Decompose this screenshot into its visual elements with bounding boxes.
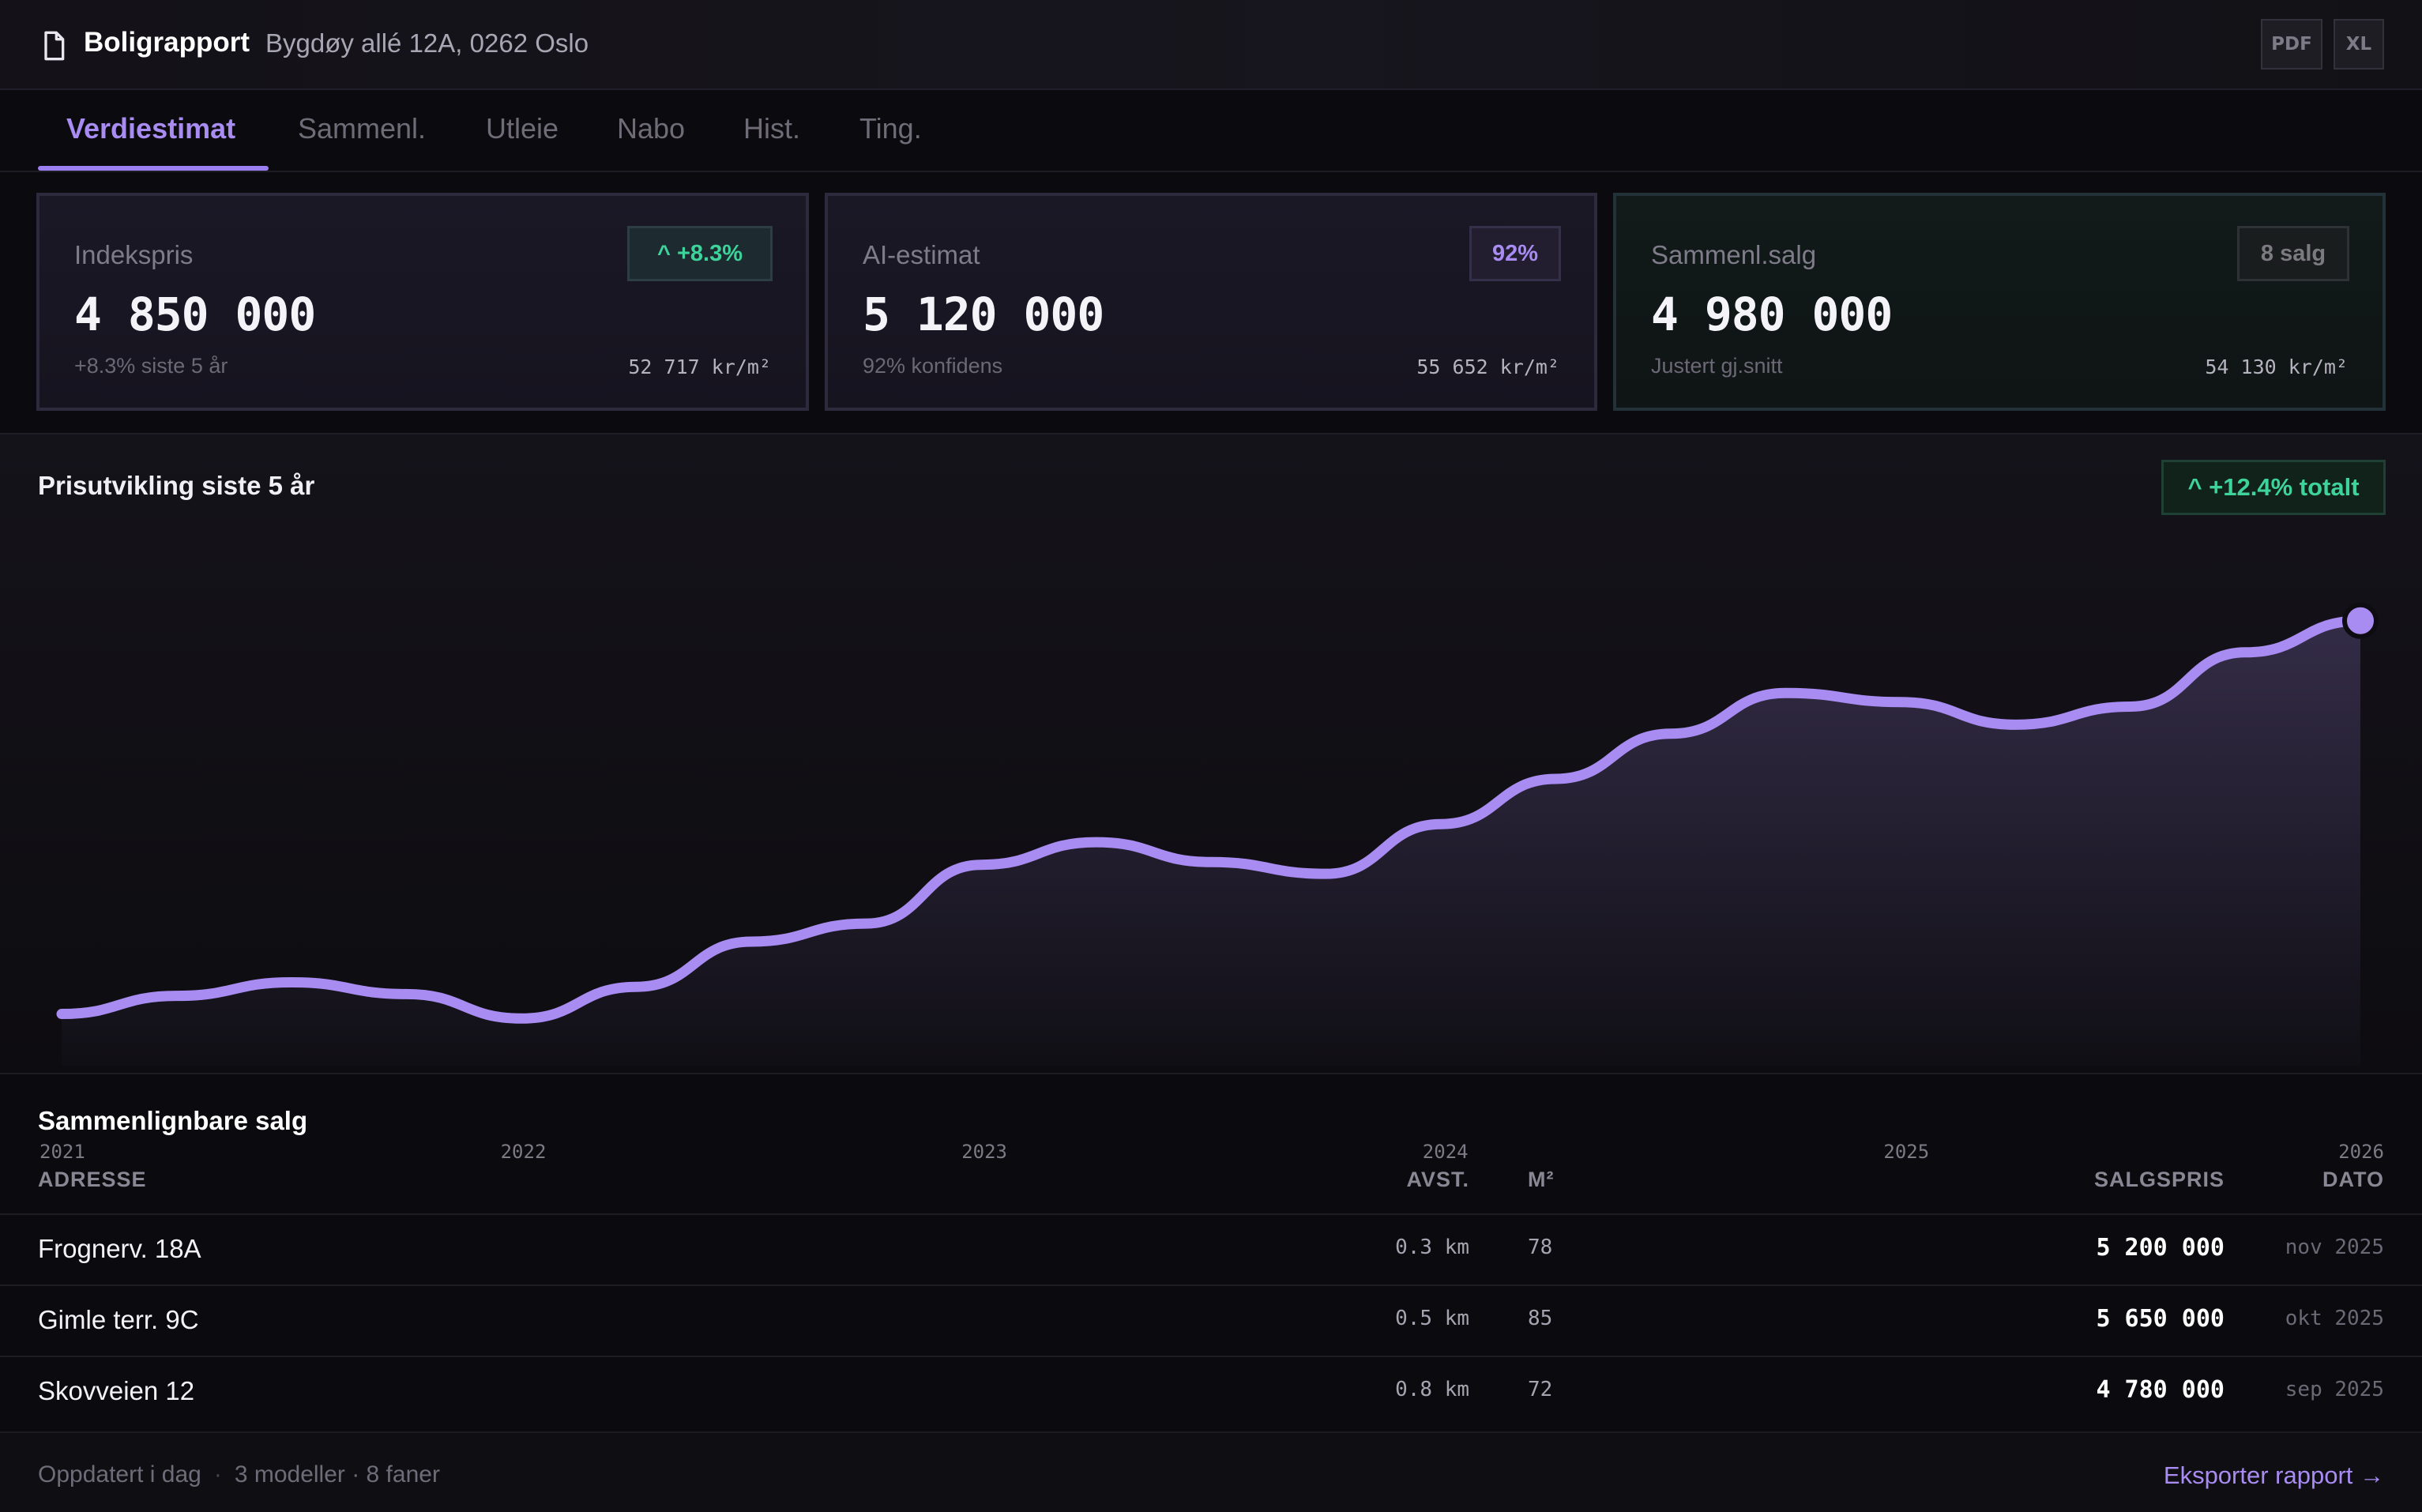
price-chart — [56, 602, 2379, 1066]
row-area: 72 — [1528, 1378, 1553, 1401]
table-row[interactable]: Gimle terr. 9C 0.5 km 85 5 650 000 okt 2… — [0, 1284, 2422, 1356]
price-per-m2: 52 717 kr/m² — [628, 355, 771, 378]
app-header: Boligrapport Bygdøy allé 12A, 0262 Oslo … — [0, 0, 2422, 90]
header-date: DATO — [2322, 1168, 2384, 1191]
confidence-badge: 92% — [1469, 226, 1561, 281]
comparable-sales-card: Sammenl.salg 8 salg 4 980 000 Justert gj… — [1613, 193, 2386, 411]
x-axis-tick-label: 2026 — [2338, 1141, 2384, 1163]
price-per-m2: 54 130 kr/m² — [2205, 355, 2348, 378]
row-date: nov 2025 — [2285, 1236, 2384, 1259]
property-address: Bygdøy allé 12A, 0262 Oslo — [265, 28, 589, 58]
tab-nabo[interactable]: Nabo — [617, 112, 686, 145]
card-label: Indekspris — [74, 240, 194, 269]
row-address: Skovveien 12 — [38, 1376, 195, 1405]
row-price: 5 200 000 — [2096, 1234, 2225, 1262]
active-tab-indicator — [38, 166, 269, 171]
row-date: okt 2025 — [2285, 1307, 2384, 1330]
ai-estimate-card: AI-estimat 92% 5 120 000 92% konfidens 5… — [825, 193, 1597, 411]
index-price-card: Indekspris ^ +8.3% 4 850 000 +8.3% siste… — [36, 193, 809, 411]
export-report-link[interactable]: Eksporter rapport → — [2163, 1461, 2384, 1489]
row-address: Gimle terr. 9C — [38, 1305, 199, 1334]
card-value: 4 850 000 — [74, 288, 316, 341]
tab-historikk[interactable]: Hist. — [743, 112, 800, 145]
row-distance: 0.5 km — [1395, 1307, 1469, 1330]
card-subtext: Justert gj.snitt — [1651, 354, 1783, 378]
table-row[interactable]: Skovveien 12 0.8 km 72 4 780 000 sep 202… — [0, 1356, 2422, 1427]
separator-dot: · — [213, 1461, 222, 1488]
price-chart-section: Prisutvikling siste 5 år ^ +12.4% totalt — [0, 433, 2422, 1073]
x-axis-tick-label: 2021 — [39, 1141, 85, 1163]
row-date: sep 2025 — [2285, 1378, 2384, 1401]
row-area: 78 — [1528, 1236, 1553, 1259]
x-axis-tick-label: 2022 — [500, 1141, 547, 1163]
row-price: 5 650 000 — [2096, 1305, 2225, 1333]
tab-tinglysning[interactable]: Ting. — [859, 112, 922, 145]
document-icon — [44, 31, 65, 61]
tab-utleie[interactable]: Utleie — [486, 112, 559, 145]
header-distance: AVST. — [1406, 1168, 1469, 1191]
x-axis-tick-label: 2025 — [1883, 1141, 1930, 1163]
row-address: Frognerv. 18A — [38, 1234, 201, 1263]
header-address: ADRESSE — [38, 1168, 147, 1191]
price-per-m2: 55 652 kr/m² — [1416, 355, 1559, 378]
card-subtext: +8.3% siste 5 år — [74, 354, 228, 378]
export-excel-button[interactable]: XL — [2334, 19, 2384, 70]
sales-count-badge: 8 salg — [2237, 226, 2349, 281]
tab-sammenligning[interactable]: Sammenl. — [298, 112, 427, 145]
price-line — [56, 615, 2366, 1024]
tab-verdiestimat[interactable]: Verdiestimat — [66, 112, 236, 145]
total-change-badge: ^ +12.4% totalt — [2161, 460, 2386, 515]
x-axis-tick-label: 2024 — [1422, 1141, 1469, 1163]
card-label: Sammenl.salg — [1651, 240, 1817, 269]
row-distance: 0.3 km — [1395, 1236, 1469, 1259]
latest-point-marker[interactable] — [2342, 602, 2379, 639]
row-distance: 0.8 km — [1395, 1378, 1469, 1401]
card-subtext: 92% konfidens — [863, 354, 1003, 378]
row-price: 4 780 000 — [2096, 1376, 2225, 1404]
header-area: M² — [1528, 1168, 1555, 1191]
card-label: AI-estimat — [863, 240, 980, 269]
card-value: 4 980 000 — [1651, 288, 1893, 341]
chart-area-fill — [62, 620, 2360, 1066]
models-text: 3 modeller · 8 faner — [234, 1461, 440, 1488]
chart-title: Prisutvikling siste 5 år — [38, 471, 315, 500]
table-row[interactable]: Frognerv. 18A 0.3 km 78 5 200 000 nov 20… — [0, 1213, 2422, 1284]
app-title: Boligrapport — [84, 27, 250, 58]
change-badge: ^ +8.3% — [627, 226, 773, 281]
export-pdf-button[interactable]: PDF — [2261, 19, 2322, 70]
comparable-sales-table: Sammenlignbare salg ADRESSE AVST. M² SAL… — [0, 1073, 2422, 1431]
tab-bar: Verdiestimat Sammenl. Utleie Nabo Hist. … — [0, 90, 2422, 172]
x-axis-tick-label: 2023 — [961, 1141, 1007, 1163]
footer: Oppdatert i dag · 3 modeller · 8 faner Eks… — [0, 1431, 2422, 1512]
header-price: SALGSPRIS — [2093, 1168, 2225, 1191]
row-area: 85 — [1528, 1307, 1553, 1330]
footer-status: Oppdatert i dag · 3 modeller · 8 faner — [38, 1461, 440, 1488]
card-value: 5 120 000 — [863, 288, 1104, 341]
updated-text: Oppdatert i dag — [38, 1461, 201, 1488]
table-title: Sammenlignbare salg — [38, 1106, 308, 1135]
